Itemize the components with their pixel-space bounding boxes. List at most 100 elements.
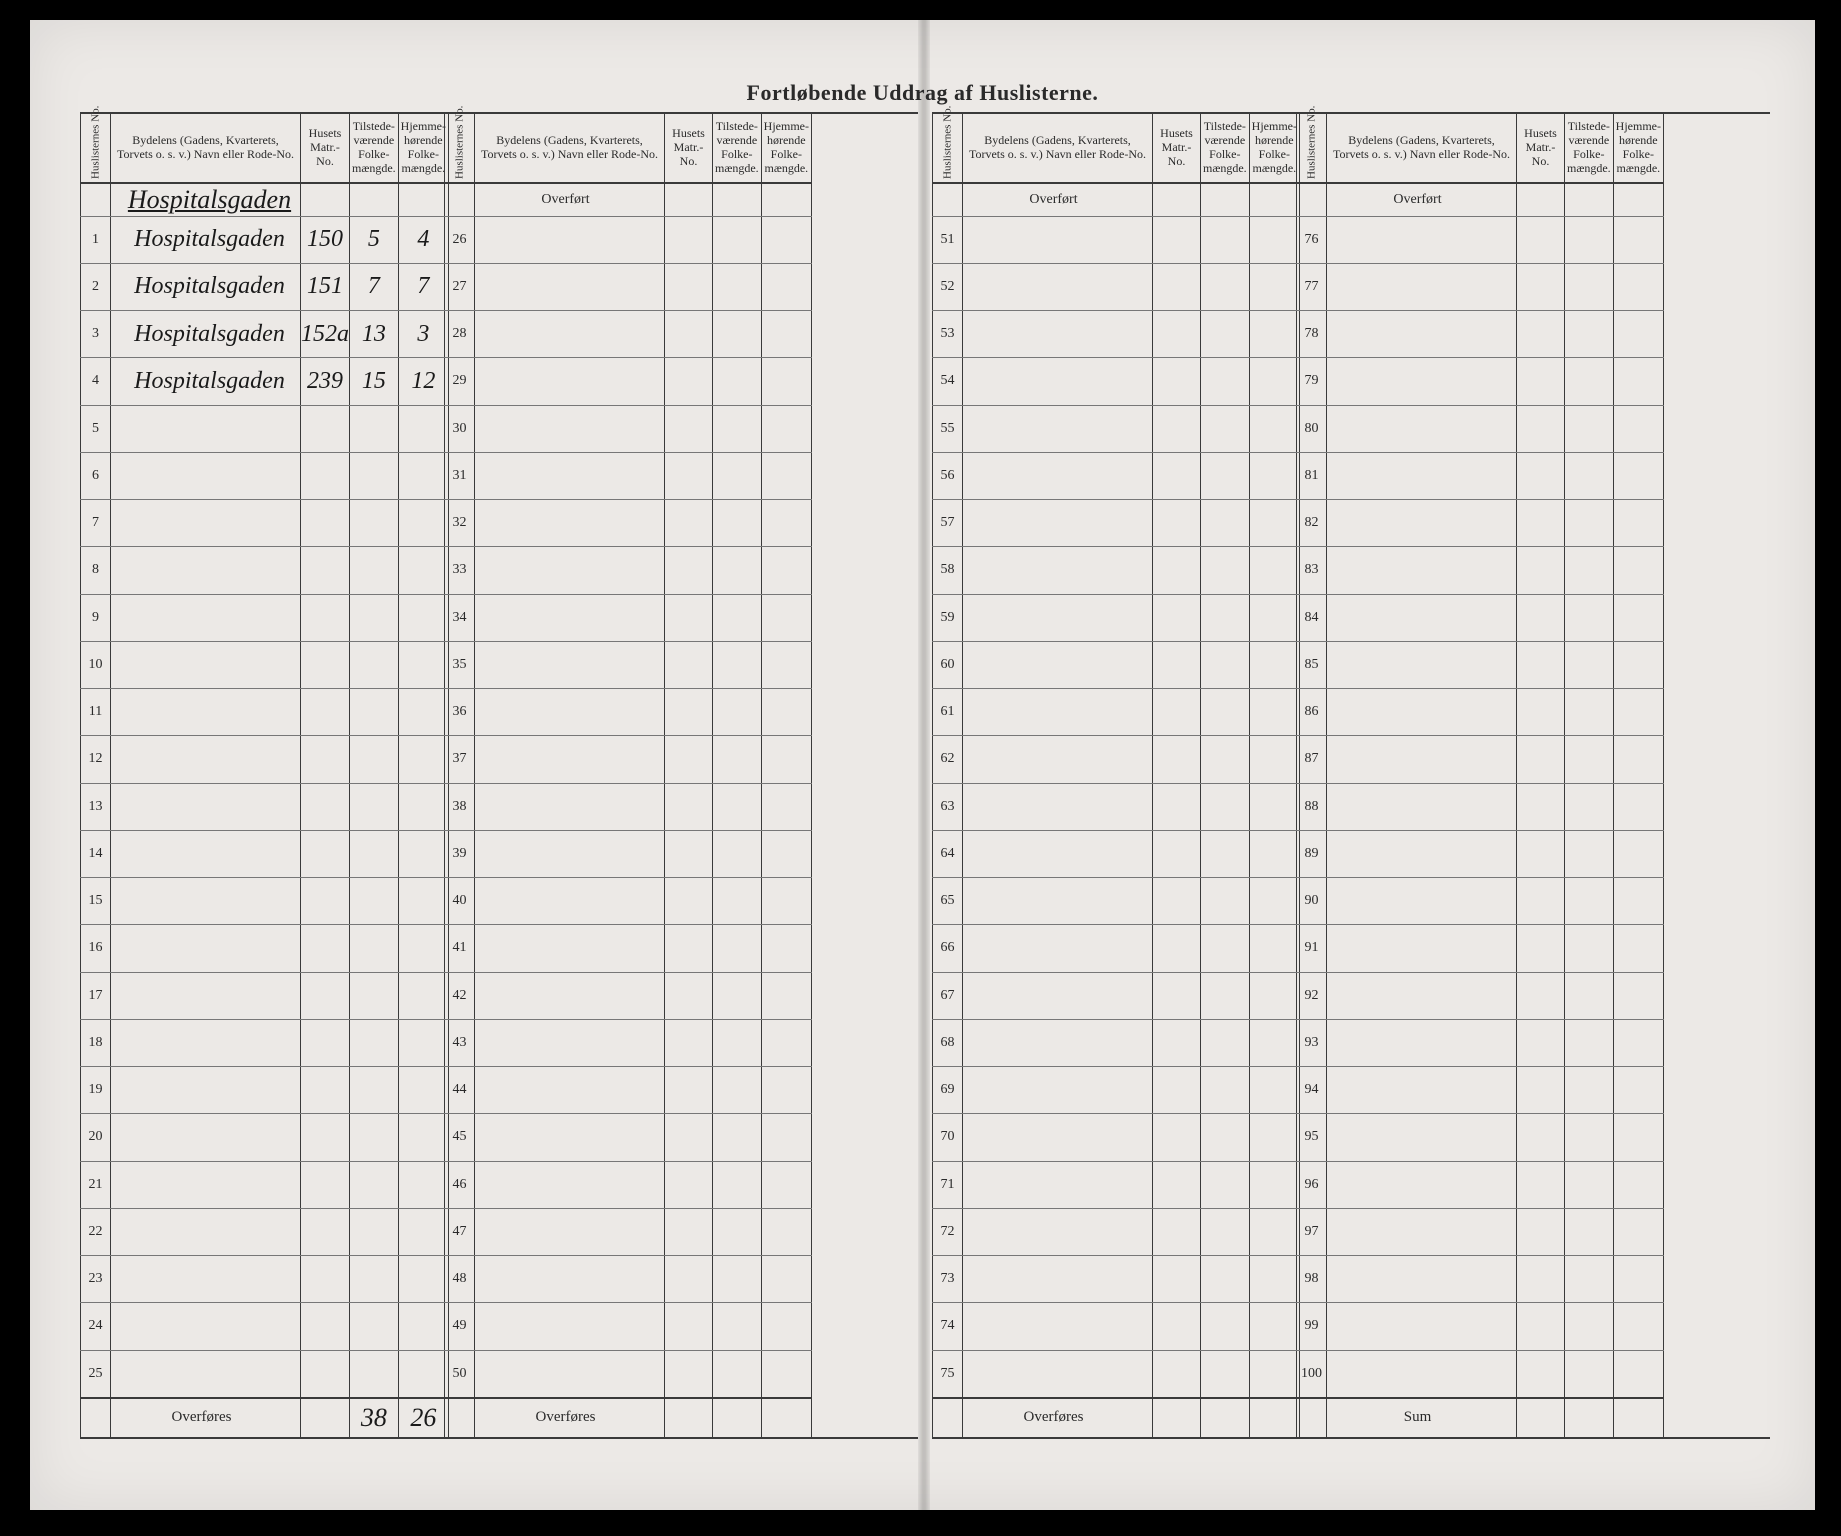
col-header-no: Huslisternes No. — [1297, 114, 1327, 183]
row-no: 90 — [1297, 878, 1327, 925]
cell-tilst — [350, 1067, 399, 1114]
table-row: 28 — [445, 311, 812, 358]
cell-name — [1327, 878, 1517, 925]
cell-matr — [1517, 972, 1565, 1019]
row-no: 27 — [445, 263, 475, 310]
cell-matr — [1517, 1019, 1565, 1066]
row-no: 50 — [445, 1350, 475, 1398]
table-row: 20 — [81, 1114, 449, 1161]
cell-tilst — [1565, 263, 1614, 310]
cell-hjem — [1249, 641, 1299, 688]
table-row: Overføres3826 — [81, 1398, 449, 1437]
table-row: 80 — [1297, 405, 1664, 452]
cell-tilst — [1201, 263, 1250, 310]
cell-name — [1327, 1350, 1517, 1398]
cell-hjem — [1249, 547, 1299, 594]
cell-tilst — [350, 972, 399, 1019]
cell-hjem — [1249, 216, 1299, 263]
cell-tilst — [350, 1161, 399, 1208]
row-no: 23 — [81, 1256, 111, 1303]
table-row: 42 — [445, 972, 812, 1019]
cell-matr — [301, 1350, 350, 1398]
cell-matr — [665, 736, 713, 783]
table-row: 33 — [445, 547, 812, 594]
cell-hjem — [398, 1114, 448, 1161]
footer-label: Overføres — [963, 1398, 1153, 1437]
cell-hjem — [1249, 1303, 1299, 1350]
cell-name — [475, 500, 665, 547]
table-row: 14 — [81, 830, 449, 877]
cell-name — [475, 689, 665, 736]
cell-tilst — [1565, 641, 1614, 688]
cell-name — [475, 972, 665, 1019]
cell-tilst — [1565, 972, 1614, 1019]
cell-tilst — [350, 500, 399, 547]
table-row: 75 — [933, 1350, 1300, 1398]
table-row: 11 — [81, 689, 449, 736]
col-header-hjem: Hjemme-hørende Folke-mængde. — [1613, 114, 1663, 183]
cell-tilst: 7 — [350, 263, 399, 310]
table-row: 47 — [445, 1208, 812, 1255]
row-no: 10 — [81, 641, 111, 688]
cell-matr — [301, 1019, 350, 1066]
table-row: 100 — [1297, 1350, 1664, 1398]
row-no: 38 — [445, 783, 475, 830]
cell-tilst — [350, 594, 399, 641]
table-row: 98 — [1297, 1256, 1664, 1303]
table-row: 93 — [1297, 1019, 1664, 1066]
cell-hjem — [1249, 783, 1299, 830]
row-no: 71 — [933, 1161, 963, 1208]
cell-hjem — [1613, 1161, 1663, 1208]
table-row: 40 — [445, 878, 812, 925]
cell-name — [475, 783, 665, 830]
cell-name — [111, 736, 301, 783]
cell-hjem — [1249, 925, 1299, 972]
cell-tilst — [1565, 1350, 1614, 1398]
row-no: 48 — [445, 1256, 475, 1303]
cell-hjem — [761, 1019, 811, 1066]
cell-hjem — [761, 263, 811, 310]
row-no: 20 — [81, 1114, 111, 1161]
row-no: 4 — [81, 358, 111, 405]
cell-hjem — [1249, 358, 1299, 405]
row-no: 66 — [933, 925, 963, 972]
table-row: 87 — [1297, 736, 1664, 783]
cell-tilst — [1565, 1019, 1614, 1066]
table-row: 74 — [933, 1303, 1300, 1350]
cell-matr — [1153, 1256, 1201, 1303]
row-no: 42 — [445, 972, 475, 1019]
cell-matr: 150 — [301, 216, 350, 263]
cell-matr — [301, 736, 350, 783]
row-no: 6 — [81, 452, 111, 499]
cell-matr — [1517, 1256, 1565, 1303]
cell-name — [963, 405, 1153, 452]
cell-matr — [1153, 594, 1201, 641]
cell-hjem — [1613, 358, 1663, 405]
cell-tilst — [1565, 500, 1614, 547]
cell-tilst — [713, 1019, 762, 1066]
cell-matr — [665, 830, 713, 877]
cell-hjem — [1249, 263, 1299, 310]
cell-tilst — [1201, 925, 1250, 972]
row-no: 22 — [81, 1208, 111, 1255]
table-row: 6 — [81, 452, 449, 499]
cell-name — [111, 547, 301, 594]
table-row: 4Hospitalsgaden2391512 — [81, 358, 449, 405]
cell-matr — [665, 1067, 713, 1114]
cell-name — [963, 1350, 1153, 1398]
cell-hjem — [1613, 689, 1663, 736]
col-header-no: Huslisternes No. — [445, 114, 475, 183]
table-row: 61 — [933, 689, 1300, 736]
cell-hjem — [398, 500, 448, 547]
cell-name — [111, 1208, 301, 1255]
cell-name — [1327, 736, 1517, 783]
table-row: 66 — [933, 925, 1300, 972]
cell-tilst — [713, 1114, 762, 1161]
cell-name: Hospitalsgaden — [111, 263, 301, 310]
cell-name: Hospitalsgaden — [111, 216, 301, 263]
cell-matr: 152a — [301, 311, 350, 358]
cell-matr — [665, 311, 713, 358]
table-row: 54 — [933, 358, 1300, 405]
cell-tilst — [1565, 1208, 1614, 1255]
table-row: 55 — [933, 405, 1300, 452]
